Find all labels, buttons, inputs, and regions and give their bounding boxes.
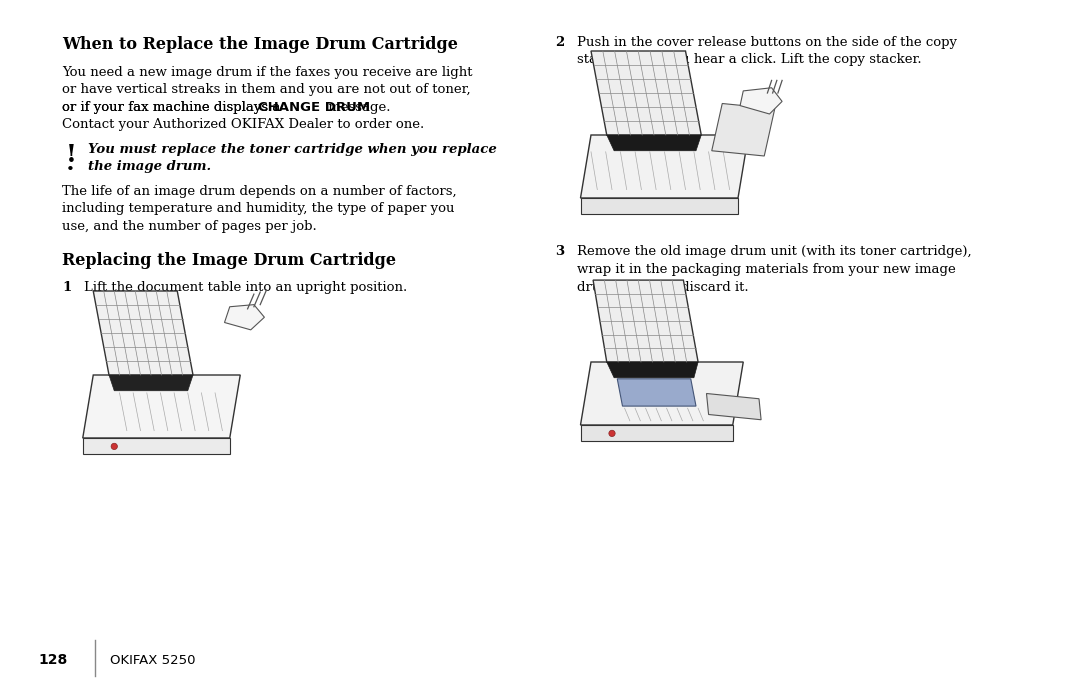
Text: You need a new image drum if the faxes you receive are light: You need a new image drum if the faxes y… [62,66,473,79]
Polygon shape [591,51,701,135]
Text: Lift the document table into an upright position.: Lift the document table into an upright … [84,281,407,295]
Polygon shape [581,135,748,198]
Polygon shape [581,198,738,214]
Text: When to Replace the Image Drum Cartridge: When to Replace the Image Drum Cartridge [62,36,458,53]
Polygon shape [712,103,774,156]
Text: OKIFAX 5250: OKIFAX 5250 [110,653,195,667]
Text: message.: message. [324,101,390,114]
Text: wrap it in the packaging materials from your new image: wrap it in the packaging materials from … [577,263,956,276]
Circle shape [111,443,118,450]
Text: Contact your Authorized OKIFAX Dealer to order one.: Contact your Authorized OKIFAX Dealer to… [62,119,424,131]
Text: 1: 1 [62,281,71,295]
Polygon shape [593,280,698,362]
Text: !: ! [66,143,77,167]
Polygon shape [109,375,193,391]
Polygon shape [581,362,743,425]
Text: •: • [66,163,75,177]
Text: or have vertical streaks in them and you are not out of toner,: or have vertical streaks in them and you… [62,84,471,96]
Polygon shape [83,438,230,454]
Polygon shape [83,375,240,438]
Circle shape [609,430,616,436]
Text: You must replace the toner cartridge when you replace: You must replace the toner cartridge whe… [87,143,497,156]
Polygon shape [93,291,193,375]
Text: drum unit, and discard it.: drum unit, and discard it. [577,281,748,293]
Text: 2: 2 [555,36,564,49]
Text: 128: 128 [38,653,67,667]
Text: the image drum.: the image drum. [87,161,211,174]
Text: Remove the old image drum unit (with its toner cartridge),: Remove the old image drum unit (with its… [577,246,972,258]
Text: stacker until you hear a click. Lift the copy stacker.: stacker until you hear a click. Lift the… [577,54,921,66]
Text: CHANGE DRUM: CHANGE DRUM [257,101,369,114]
Polygon shape [607,362,698,378]
Text: Push in the cover release buttons on the side of the copy: Push in the cover release buttons on the… [577,36,957,49]
Text: including temperature and humidity, the type of paper you: including temperature and humidity, the … [62,202,455,216]
Text: or if your fax machine displays a: or if your fax machine displays a [62,101,285,114]
Text: use, and the number of pages per job.: use, and the number of pages per job. [62,220,316,233]
Polygon shape [740,88,782,114]
Polygon shape [706,394,761,419]
Polygon shape [225,304,265,330]
Polygon shape [581,425,732,440]
Text: Replacing the Image Drum Cartridge: Replacing the Image Drum Cartridge [62,253,396,269]
Polygon shape [618,379,696,406]
Text: The life of an image drum depends on a number of factors,: The life of an image drum depends on a n… [62,185,457,198]
Text: 3: 3 [555,246,564,258]
Polygon shape [607,135,701,151]
Text: or if your fax machine displays a: or if your fax machine displays a [62,101,285,114]
